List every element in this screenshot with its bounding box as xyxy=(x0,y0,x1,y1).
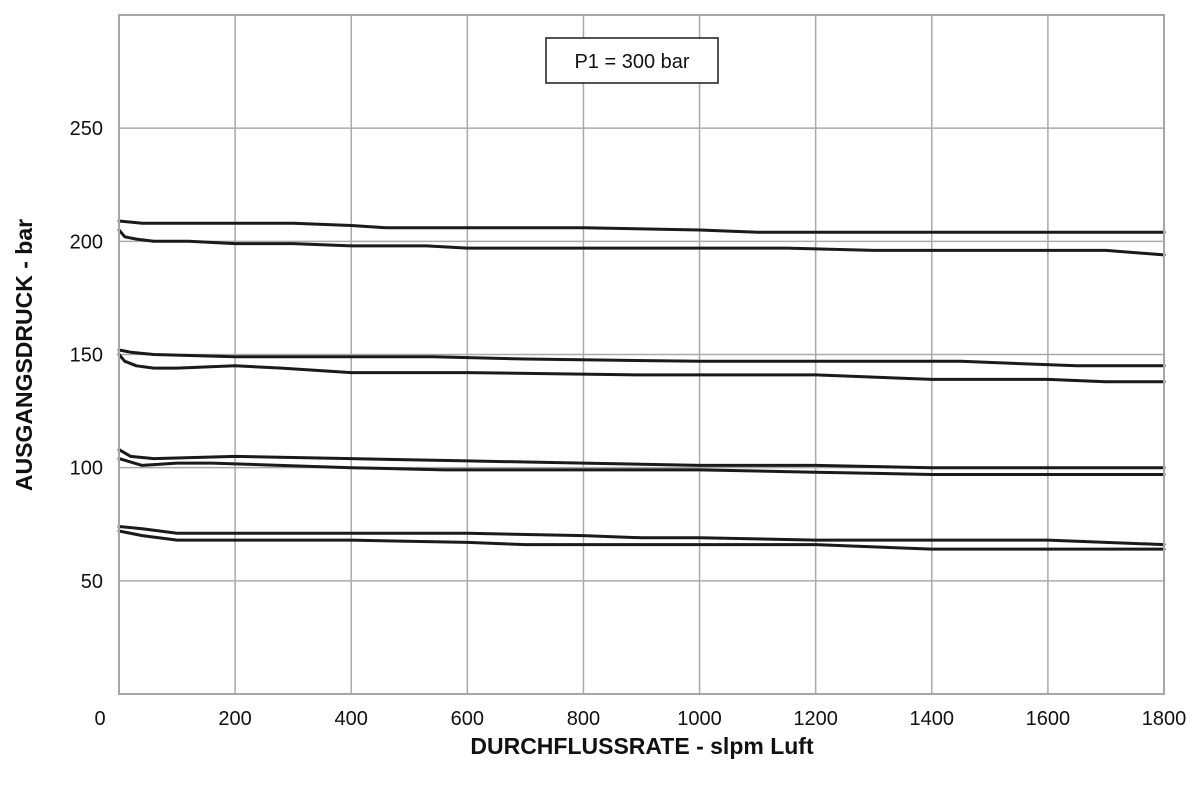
x-tick-label: 400 xyxy=(335,708,368,730)
annotation-label: P1 = 300 bar xyxy=(574,51,689,73)
series-line-8 xyxy=(117,529,1166,551)
series-line-7 xyxy=(117,525,1166,547)
x-tick-labels: 0 200 400 600 800 1000 1200 1400 1600 1800 xyxy=(94,708,1186,730)
y-tick-label: 50 xyxy=(81,571,103,593)
x-axis-title: DURCHFLUSSRATE - slpm Luft xyxy=(470,733,814,759)
series-line-2 xyxy=(117,228,1166,257)
x-tick-label: 1800 xyxy=(1142,708,1187,730)
y-tick-label: 150 xyxy=(70,345,103,367)
y-tick-label: 100 xyxy=(70,458,103,480)
annotation-box xyxy=(545,37,719,84)
x-tick-label: 600 xyxy=(451,708,484,730)
x-tick-label: 200 xyxy=(218,708,251,730)
series-lines xyxy=(117,219,1166,551)
y-tick-labels: 50 100 150 200 250 xyxy=(70,118,103,593)
series-line-6 xyxy=(117,457,1166,476)
pressure-annotation: P1 = 300 bar xyxy=(545,37,719,84)
y-tick-label: 250 xyxy=(70,118,103,140)
series-line-4 xyxy=(117,353,1166,384)
y-axis-title: AUSGANGSDRUCK - bar xyxy=(11,219,37,491)
series-line-5 xyxy=(117,448,1166,470)
x-tick-label: 800 xyxy=(567,708,600,730)
grid-lines xyxy=(119,15,1164,694)
x-tick-label: 1400 xyxy=(910,708,955,730)
series-line-1 xyxy=(117,219,1166,234)
series-line-3 xyxy=(117,348,1166,368)
x-tick-label: 1200 xyxy=(793,708,838,730)
x-tick-label: 0 xyxy=(94,708,105,730)
plot-frame xyxy=(118,14,1165,695)
x-tick-label: 1600 xyxy=(1026,708,1071,730)
y-tick-label: 200 xyxy=(70,231,103,253)
x-tick-label: 1000 xyxy=(677,708,722,730)
